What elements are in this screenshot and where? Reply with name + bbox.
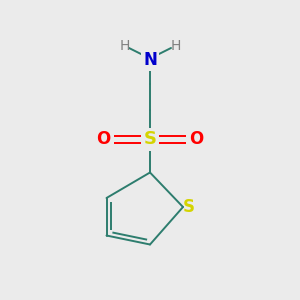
Text: O: O xyxy=(96,130,111,148)
Text: S: S xyxy=(183,198,195,216)
Text: O: O xyxy=(189,130,204,148)
Text: S: S xyxy=(143,130,157,148)
Text: N: N xyxy=(143,51,157,69)
Text: H: H xyxy=(119,40,130,53)
Text: H: H xyxy=(170,40,181,53)
